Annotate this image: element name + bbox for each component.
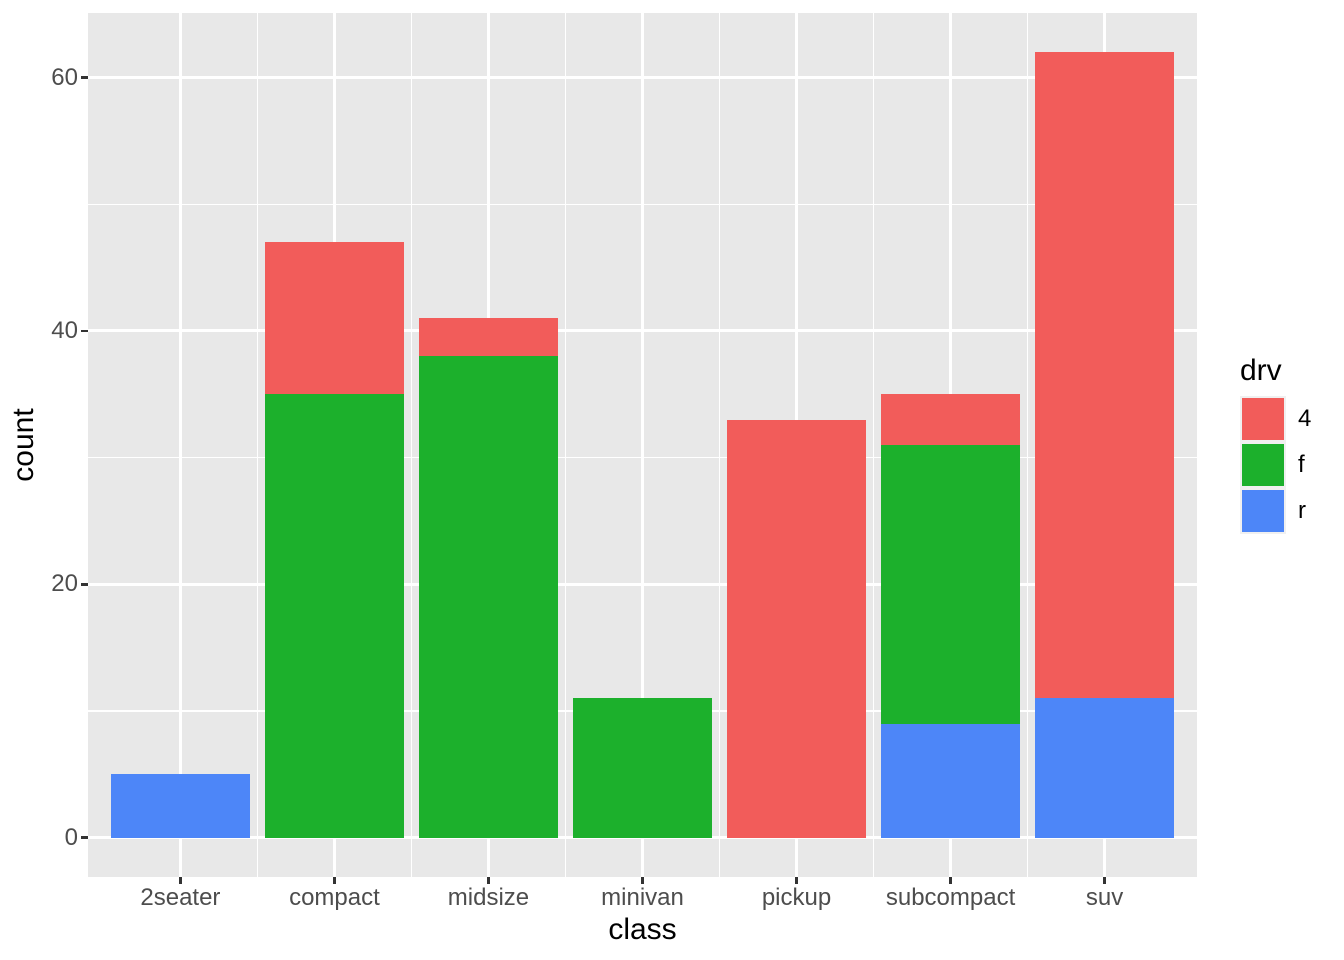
- bar-midsize-f: [419, 356, 558, 838]
- x-tick-label: 2seater: [140, 884, 221, 911]
- legend-swatch-4: [1242, 398, 1284, 440]
- y-axis-title: count: [7, 408, 40, 482]
- gridline-minor-v: [718, 13, 721, 877]
- x-tick-label: minivan: [601, 884, 684, 911]
- x-tick-label: pickup: [761, 884, 832, 911]
- y-tick: [81, 583, 88, 586]
- bar-subcompact-4: [881, 394, 1020, 445]
- legend-title: drv: [1240, 354, 1282, 387]
- bar-compact-f: [265, 394, 404, 838]
- x-tick-label: midsize: [447, 884, 530, 911]
- x-tick-label: suv: [1085, 884, 1124, 911]
- legend-key-r: [1240, 488, 1286, 534]
- legend-key-4: [1240, 396, 1286, 442]
- gridline-minor-v: [1026, 13, 1029, 877]
- gridline-minor-v: [872, 13, 875, 877]
- legend-label-4: 4: [1298, 405, 1312, 432]
- bar-2seater-r: [111, 774, 250, 838]
- bar-suv-r: [1035, 698, 1174, 838]
- x-tick: [487, 877, 490, 884]
- legend-label-f: f: [1298, 451, 1305, 478]
- x-tick-label: compact: [289, 884, 380, 911]
- y-tick-label: 60: [51, 63, 78, 91]
- legend-swatch-r: [1242, 490, 1284, 532]
- gridline-minor-v: [410, 13, 413, 877]
- bar-minivan-f: [573, 698, 712, 838]
- x-tick: [333, 877, 336, 884]
- bar-compact-4: [265, 242, 404, 395]
- x-tick: [1103, 877, 1106, 884]
- x-tick: [179, 877, 182, 884]
- legend-label-r: r: [1298, 497, 1306, 524]
- gridline-major-v: [178, 13, 182, 877]
- bar-pickup-4: [727, 419, 866, 838]
- x-axis-title: class: [608, 913, 677, 946]
- x-tick: [949, 877, 952, 884]
- y-tick-label: 0: [64, 823, 78, 851]
- bar-midsize-4: [419, 318, 558, 357]
- gridline-minor-v: [564, 13, 567, 877]
- y-tick: [81, 76, 88, 79]
- legend-swatch-f: [1242, 444, 1284, 486]
- legend-key-f: [1240, 442, 1286, 488]
- bar-subcompact-f: [881, 445, 1020, 724]
- x-tick: [641, 877, 644, 884]
- x-tick-label: subcompact: [885, 884, 1016, 911]
- y-tick-label: 20: [51, 570, 78, 598]
- y-tick: [81, 329, 88, 333]
- gridline-minor-v: [256, 13, 259, 877]
- x-tick: [795, 877, 798, 884]
- y-tick-label: 40: [51, 316, 78, 344]
- y-tick: [81, 836, 88, 839]
- bar-suv-4: [1035, 52, 1174, 699]
- gridline-major-v: [641, 13, 644, 877]
- bar-subcompact-r: [881, 723, 1020, 838]
